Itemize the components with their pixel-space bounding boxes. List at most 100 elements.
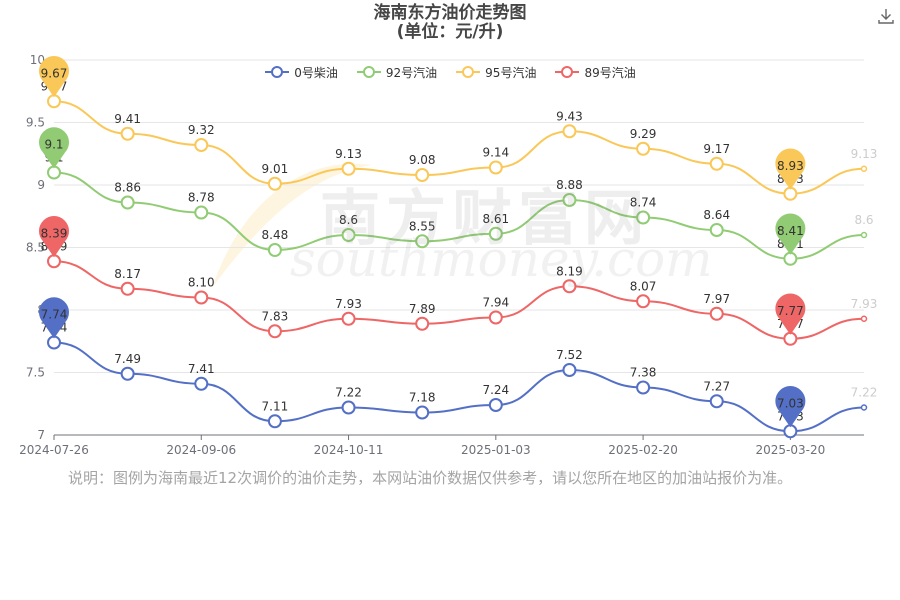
data-point <box>709 394 724 409</box>
data-point <box>341 311 356 326</box>
marker-pin <box>775 148 806 190</box>
marker-pin-label: 8.41 <box>777 224 804 238</box>
data-label: 7.38 <box>630 366 657 380</box>
chart-title-main: 海南东方油价走势图 <box>373 3 527 23</box>
data-point <box>562 363 577 377</box>
data-point <box>562 193 577 207</box>
marker-pin-label: 8.93 <box>777 159 804 173</box>
legend-label: 92号汽油 <box>385 65 438 80</box>
y-tick-label: 7.5 <box>26 366 45 380</box>
data-label: 9.17 <box>703 142 730 156</box>
legend-item[interactable]: 89号汽油 <box>554 62 636 82</box>
data-point <box>120 281 135 296</box>
data-point <box>341 161 356 176</box>
data-label: 7.11 <box>262 399 289 413</box>
data-point <box>636 141 651 156</box>
legend-label: 95号汽油 <box>485 65 537 80</box>
data-label: 9.14 <box>482 146 509 160</box>
data-label: 7.94 <box>482 296 509 310</box>
legend-symbol <box>356 66 381 78</box>
data-point <box>341 228 356 242</box>
marker-pin <box>39 216 69 258</box>
data-label: 8.19 <box>556 264 583 278</box>
data-point <box>267 176 282 191</box>
data-point <box>415 316 430 331</box>
marker-pin <box>39 56 69 98</box>
data-point <box>194 376 209 391</box>
data-label: 8.07 <box>630 279 657 293</box>
watermark-text-en: southmoney.com <box>290 230 713 288</box>
data-label: 8.61 <box>482 212 509 226</box>
marker-pin <box>775 213 806 255</box>
marker-pin-label: 9.67 <box>41 66 68 80</box>
data-point <box>860 165 868 172</box>
download-icon[interactable] <box>876 6 896 26</box>
data-label: 9.01 <box>262 162 289 176</box>
data-point <box>562 124 577 139</box>
data-label: 7.24 <box>482 383 509 397</box>
data-label: 7.93 <box>335 297 362 311</box>
marker-pin <box>39 127 69 169</box>
series-line <box>53 171 865 260</box>
legend-symbol <box>265 66 290 78</box>
data-point <box>120 126 135 141</box>
data-label: 9.43 <box>556 109 583 123</box>
x-tick-label: 2024-10-11 <box>314 443 384 457</box>
data-point <box>636 380 651 395</box>
data-label: 7.18 <box>409 391 436 405</box>
data-label: 7.83 <box>262 309 289 323</box>
data-label: 7.22 <box>851 386 878 400</box>
data-label: 7.93 <box>851 297 878 311</box>
data-point <box>267 324 282 339</box>
data-label: 8.88 <box>556 178 583 192</box>
data-point <box>488 310 503 325</box>
legend-item[interactable]: 92号汽油 <box>356 62 437 82</box>
legend-label: 89号汽油 <box>584 65 636 80</box>
chart-title: 海南东方油价走势图 (单位：元/升) <box>0 4 900 42</box>
data-label: 7.49 <box>114 352 141 366</box>
data-point <box>120 195 135 210</box>
y-tick-label: 7 <box>37 428 45 442</box>
data-label: 9.13 <box>851 147 878 161</box>
y-tick-label: 9 <box>37 178 45 192</box>
marker-pin-label: 7.74 <box>41 308 68 322</box>
data-label: 9.41 <box>114 112 141 126</box>
data-point <box>120 366 135 381</box>
y-tick-label: 8.5 <box>26 241 45 255</box>
data-label: 8.6 <box>339 213 358 227</box>
data-label: 9.13 <box>335 147 362 161</box>
data-point <box>415 405 430 420</box>
data-point <box>194 290 209 305</box>
data-point <box>860 404 868 411</box>
marker-pin <box>775 386 806 428</box>
marker-pin-label: 7.77 <box>777 304 804 318</box>
series-line <box>53 341 865 433</box>
marker-pin-label: 8.39 <box>41 226 68 240</box>
data-point <box>194 205 209 220</box>
marker-pin <box>39 297 69 339</box>
data-point <box>488 160 503 175</box>
data-point <box>860 315 868 322</box>
data-label: 8.10 <box>188 276 215 290</box>
series-line <box>53 260 865 340</box>
x-tick-label: 2024-07-26 <box>19 443 89 457</box>
data-label: 8.17 <box>114 267 141 281</box>
data-label: 9.29 <box>630 127 657 141</box>
marker-pin-label: 7.03 <box>777 396 804 410</box>
chart-legend: 0号柴油 92号汽油 95号汽油 89号汽油 <box>0 62 900 82</box>
data-label: 7.97 <box>703 292 730 306</box>
legend-item[interactable]: 95号汽油 <box>455 62 536 82</box>
data-label: 8.48 <box>262 228 289 242</box>
legend-symbol <box>555 66 580 78</box>
x-tick-label: 2025-03-20 <box>755 443 825 457</box>
chart-title-unit: (单位：元/升) <box>396 22 504 42</box>
data-point <box>415 168 430 182</box>
data-label: 7.22 <box>335 386 362 400</box>
legend-item[interactable]: 0号柴油 <box>264 62 338 82</box>
series-line <box>53 100 865 195</box>
data-point <box>562 279 577 294</box>
data-point <box>194 138 209 152</box>
data-point <box>709 156 724 171</box>
data-point <box>415 234 430 249</box>
